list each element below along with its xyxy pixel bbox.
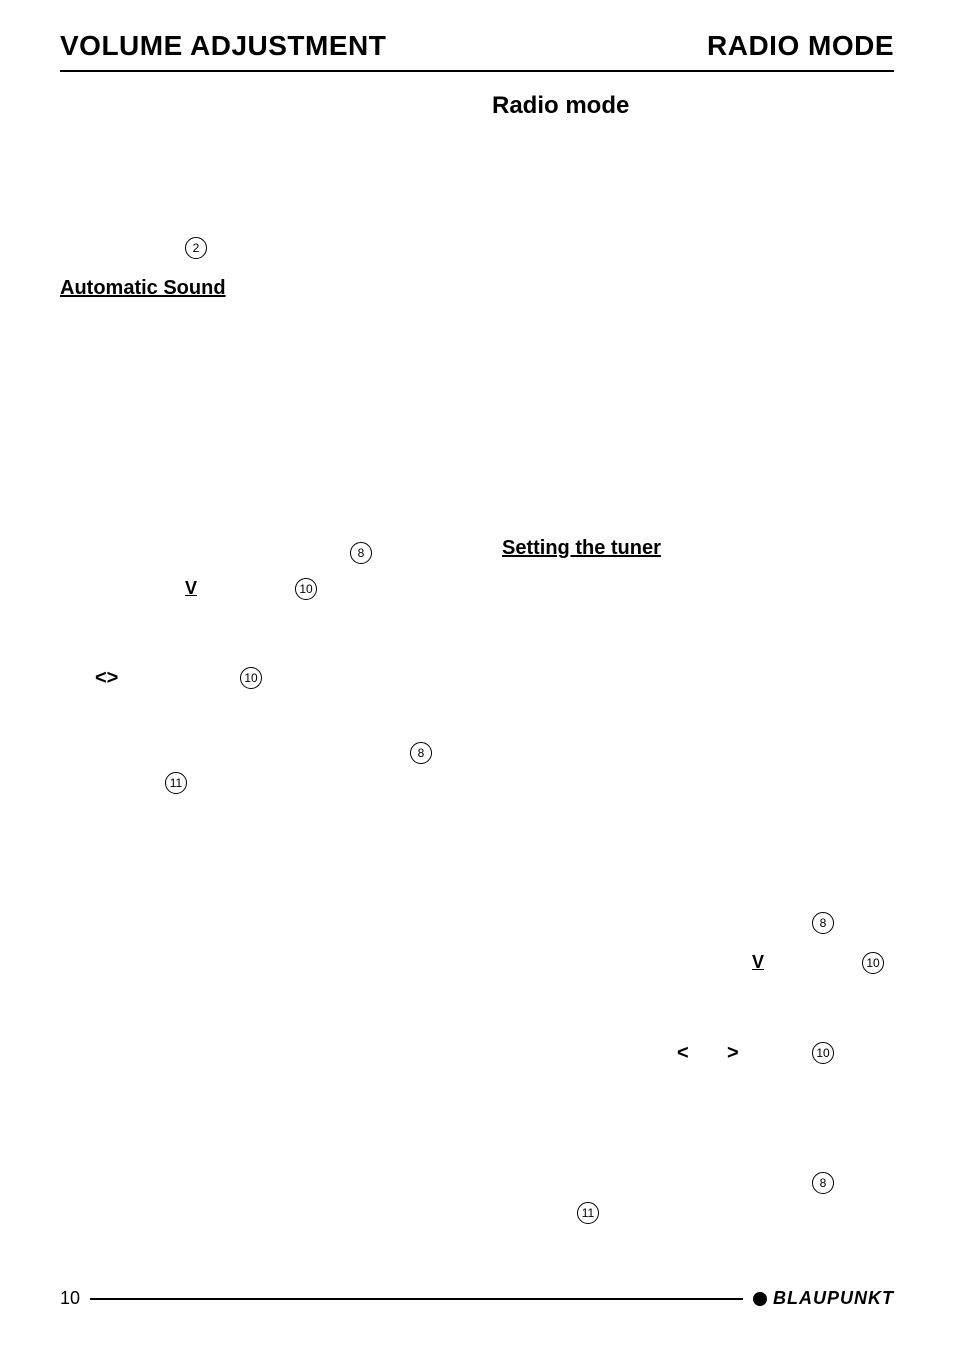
ref-circle-8a: 8 — [350, 542, 372, 564]
header-right-title: RADIO MODE — [707, 30, 894, 62]
footer-rule — [90, 1298, 743, 1300]
ref-circle-11b: 11 — [577, 1202, 599, 1224]
page-footer: 10 BLAUPUNKT — [60, 1288, 894, 1309]
ref-circle-11: 11 — [165, 772, 187, 794]
ref-circle-10c: 10 — [862, 952, 884, 974]
v-symbol: V — [185, 578, 197, 599]
gt-symbol: > — [727, 1042, 739, 1065]
ref-circle-8c: 8 — [812, 912, 834, 934]
page-number: 10 — [60, 1288, 80, 1309]
header-left-title: VOLUME ADJUSTMENT — [60, 30, 386, 62]
automatic-sound-heading: Automatic Sound — [60, 277, 226, 300]
radio-mode-heading: Radio mode — [492, 92, 894, 120]
left-column: 2 Automatic Sound 8 V 10 <> 10 8 11 — [60, 92, 462, 1192]
ref-circle-8d: 8 — [812, 1172, 834, 1194]
ref-circle-8b: 8 — [410, 742, 432, 764]
v-symbol-right: V — [752, 952, 764, 973]
page-header: VOLUME ADJUSTMENT RADIO MODE — [60, 30, 894, 72]
ref-circle-10d: 10 — [812, 1042, 834, 1064]
right-column: Radio mode Setting the tuner 8 V 10 < > … — [492, 92, 894, 1192]
ref-circle-10b: 10 — [240, 667, 262, 689]
setting-tuner-heading: Setting the tuner — [502, 537, 661, 560]
ref-circle-2: 2 — [185, 237, 207, 259]
brand-text: BLAUPUNKT — [773, 1288, 894, 1309]
ref-circle-10a: 10 — [295, 578, 317, 600]
lt-symbol: < — [677, 1042, 689, 1065]
content-columns: 2 Automatic Sound 8 V 10 <> 10 8 11 Radi… — [60, 92, 894, 1192]
brand-logo: BLAUPUNKT — [753, 1288, 894, 1309]
brand-dot-icon — [753, 1292, 767, 1306]
ltgt-symbol: <> — [95, 667, 118, 690]
